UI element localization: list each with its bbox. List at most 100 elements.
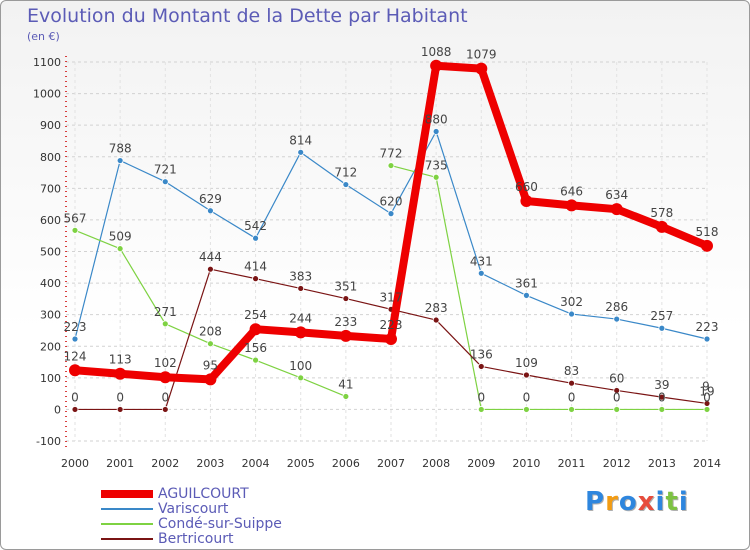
y-tick-label: 600 [40, 214, 61, 227]
data-label-aguilcourt: 1088 [421, 45, 452, 59]
data-label-variscourt: 788 [109, 142, 132, 156]
data-point-aguilcourt [204, 373, 217, 386]
legend-item-variscourt: Variscourt [101, 501, 361, 517]
data-label-bertricourt: 109 [515, 356, 538, 370]
data-label-variscourt: 223 [64, 320, 87, 334]
data-label-aguilcourt: 233 [334, 315, 357, 329]
data-point-cond-sur-suippe [523, 406, 530, 413]
data-point-variscourt [658, 324, 666, 332]
data-point-cond-sur-suippe [116, 245, 124, 253]
data-label-variscourt: 286 [605, 300, 628, 314]
data-point-aguilcourt [114, 367, 127, 380]
data-point-cond-sur-suippe [703, 406, 711, 413]
data-label-cond-sur-suippe: 41 [338, 377, 353, 391]
data-label-cond-sur-suippe: 772 [380, 147, 403, 161]
data-label-bertricourt: 414 [244, 260, 267, 274]
x-tick-label: 2004 [242, 457, 270, 470]
data-label-variscourt: 431 [470, 254, 493, 268]
data-point-bertricourt [477, 363, 485, 370]
data-label-bertricourt: 39 [654, 378, 669, 392]
data-point-cond-sur-suippe [252, 356, 259, 364]
x-tick-label: 2008 [422, 457, 450, 470]
legend-swatch-bertricourt [101, 538, 153, 540]
data-label-cond-sur-suippe: 567 [64, 211, 87, 225]
data-label-aguilcourt: 1079 [466, 48, 497, 62]
data-label-aguilcourt: 113 [109, 353, 132, 367]
data-point-aguilcourt [610, 203, 623, 216]
data-label-bertricourt: 0 [161, 390, 169, 404]
data-point-aguilcourt [249, 323, 262, 336]
x-tick-label: 2013 [648, 457, 676, 470]
data-point-bertricourt [342, 295, 350, 302]
x-tick-label: 2000 [61, 457, 89, 470]
data-point-aguilcourt [69, 364, 81, 377]
data-label-cond-sur-suippe: 0 [703, 390, 711, 404]
data-point-bertricourt [71, 406, 79, 413]
data-point-variscourt [387, 210, 395, 218]
data-point-aguilcourt [701, 239, 713, 252]
data-label-bertricourt: 136 [470, 347, 493, 361]
legend-item-bertricourt: Bertricourt [101, 531, 361, 547]
data-label-cond-sur-suippe: 0 [658, 390, 666, 404]
data-label-cond-sur-suippe: 0 [523, 390, 531, 404]
brand-letter: P [585, 487, 606, 517]
legend-item-conde-sur-suippe: Condé-sur-Suippe [101, 516, 361, 532]
data-point-cond-sur-suippe [613, 406, 621, 413]
data-label-bertricourt: 83 [564, 364, 579, 378]
data-label-variscourt: 629 [199, 192, 222, 206]
data-point-aguilcourt [565, 199, 578, 212]
x-tick-label: 2003 [196, 457, 224, 470]
brand-letter: t [665, 487, 679, 517]
data-label-variscourt: 880 [425, 112, 448, 126]
brand-letter: x [637, 487, 656, 517]
legend-label-aguilcourt: AGUILCOURT [158, 486, 249, 502]
data-label-variscourt: 721 [154, 163, 177, 177]
data-point-cond-sur-suippe [477, 406, 485, 413]
data-label-variscourt: 302 [560, 295, 583, 309]
legend-label-conde-sur-suippe: Condé-sur-Suippe [158, 516, 282, 532]
data-point-variscourt [252, 234, 259, 242]
data-point-bertricourt [207, 265, 214, 273]
data-point-variscourt [342, 181, 350, 188]
y-tick-label: 200 [40, 340, 61, 353]
data-point-aguilcourt [655, 220, 668, 233]
data-label-aguilcourt: 95 [203, 358, 218, 372]
y-tick-label: 900 [40, 119, 61, 132]
data-point-variscourt [613, 315, 621, 323]
data-label-aguilcourt: 518 [696, 225, 719, 239]
data-label-variscourt: 223 [696, 320, 719, 334]
data-point-cond-sur-suippe [658, 406, 666, 413]
x-tick-label: 2011 [558, 457, 586, 470]
x-tick-label: 2012 [603, 457, 631, 470]
brand-logo: Proxiti [585, 487, 689, 517]
data-point-variscourt [297, 148, 305, 156]
data-point-variscourt [116, 157, 124, 164]
data-point-bertricourt [252, 275, 259, 283]
data-point-variscourt [477, 269, 485, 277]
data-point-cond-sur-suippe [161, 320, 169, 328]
data-label-extra: 9 [702, 379, 710, 393]
data-point-cond-sur-suippe [342, 393, 350, 400]
x-tick-label: 2002 [151, 457, 179, 470]
y-tick-label: 1100 [33, 56, 61, 69]
data-label-aguilcourt: 660 [515, 180, 538, 194]
data-point-bertricourt [432, 316, 440, 324]
data-label-aguilcourt: 223 [380, 318, 403, 332]
data-point-variscourt [703, 335, 711, 343]
x-tick-label: 2014 [693, 457, 721, 470]
data-label-cond-sur-suippe: 0 [477, 390, 485, 404]
brand-letter: r [605, 487, 619, 517]
legend-label-variscourt: Variscourt [158, 501, 229, 517]
data-point-aguilcourt [520, 194, 533, 207]
data-label-bertricourt: 444 [199, 250, 222, 264]
legend-swatch-conde-sur-suippe [101, 523, 153, 525]
x-tick-label: 2006 [332, 457, 360, 470]
data-label-variscourt: 361 [515, 276, 538, 290]
data-label-bertricourt: 351 [334, 280, 357, 294]
data-point-variscourt [71, 335, 79, 343]
data-point-bertricourt [703, 400, 711, 407]
data-point-aguilcourt [339, 329, 352, 342]
chart-unit-label: (en €) [27, 30, 60, 43]
